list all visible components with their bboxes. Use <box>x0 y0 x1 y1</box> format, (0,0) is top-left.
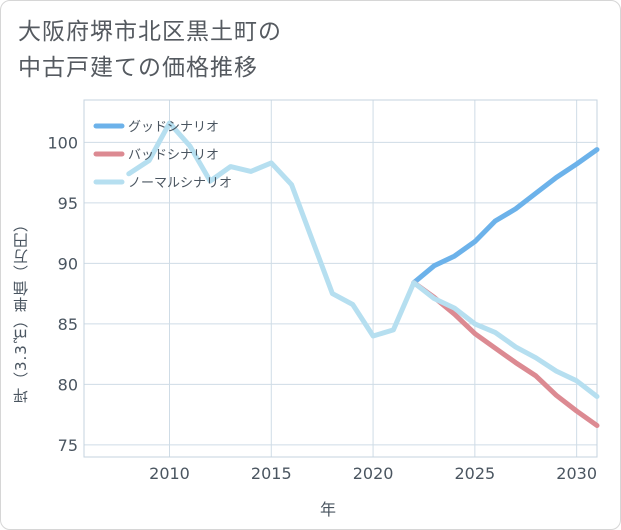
legend-label: グッドシナリオ <box>128 120 219 135</box>
y-tick-label: 75 <box>58 436 78 455</box>
x-tick-label: 2015 <box>251 464 292 483</box>
chart-title-line-1: 大阪府堺市北区黒土町の <box>18 19 282 45</box>
x-tick-label: 2025 <box>454 464 495 483</box>
y-tick-label: 90 <box>58 254 78 273</box>
legend-item-3: ノーマルシナリオ <box>93 176 232 191</box>
y-tick-label: 80 <box>58 375 78 394</box>
x-tick-label: 2030 <box>556 464 597 483</box>
tick-labels: 2010 2015 2020 2025 2030 75 80 85 90 95 100 <box>47 133 597 483</box>
plot-area-border <box>83 99 598 458</box>
chart-title: 大阪府堺市北区黒土町の 中古戸建ての価格推移 <box>18 14 282 86</box>
series-line-3 <box>126 120 600 399</box>
x-axis-label: 年 <box>320 500 337 519</box>
x-tick-label: 2020 <box>353 464 394 483</box>
y-tick-label: 85 <box>58 315 78 334</box>
legend-item-2: バッドシナリオ <box>93 148 219 163</box>
y-axis-label: 坪（3.3㎡）単価（万円） <box>12 216 30 404</box>
legend-item-1: グッドシナリオ <box>93 120 219 135</box>
axes <box>83 99 598 458</box>
chart-title-line-2: 中古戸建ての価格推移 <box>18 55 258 81</box>
y-tick-label: 95 <box>58 194 78 213</box>
legend-label: ノーマルシナリオ <box>128 176 232 191</box>
legend-label: バッドシナリオ <box>128 148 219 163</box>
y-tick-label: 100 <box>47 133 78 152</box>
series-line-1 <box>411 147 600 286</box>
series-lines <box>126 120 600 428</box>
x-tick-label: 2010 <box>149 464 190 483</box>
grid-lines <box>84 100 597 457</box>
